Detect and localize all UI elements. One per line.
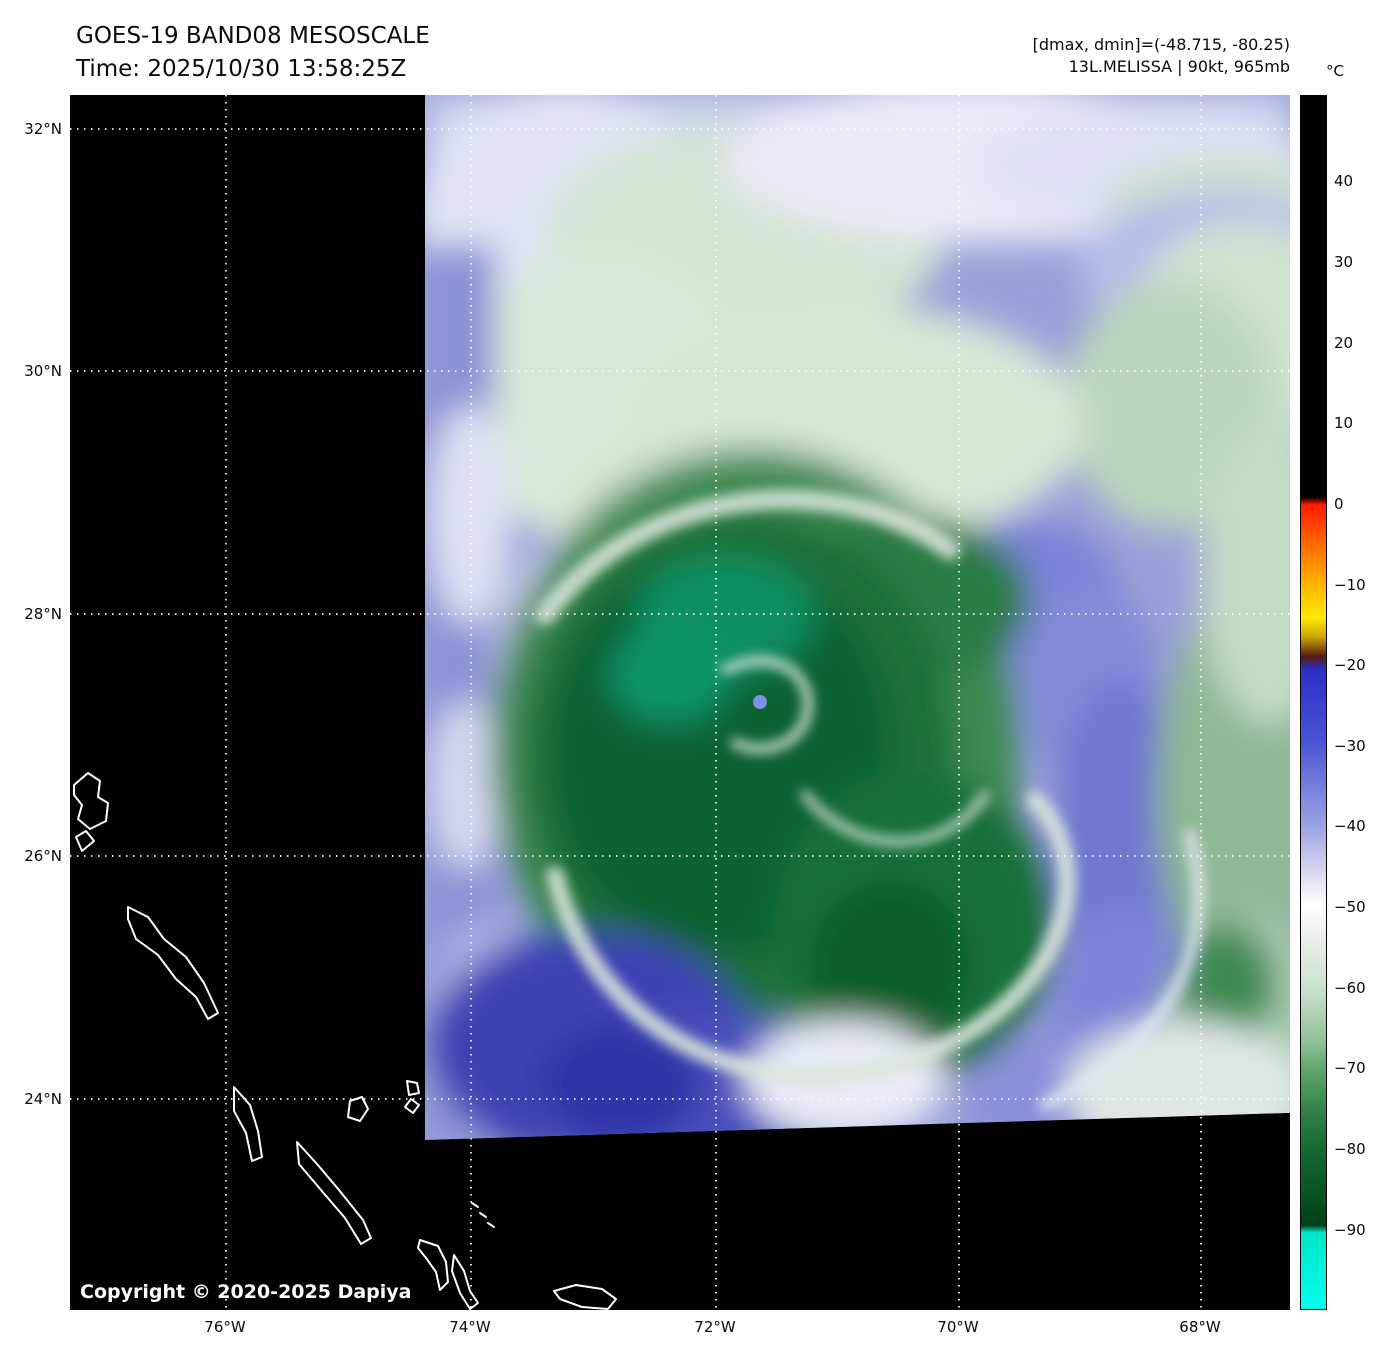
gridline-72w — [715, 95, 717, 1310]
storm-info: 13L.MELISSA | 90kt, 965mb — [1068, 57, 1290, 76]
satellite-swath — [425, 95, 1290, 1140]
colorbar-unit-label: °C — [1326, 62, 1344, 80]
product-title: GOES-19 BAND08 MESOSCALE — [76, 23, 430, 49]
colorbar-tick-10: 10 — [1334, 414, 1354, 432]
gridline-24n — [70, 1098, 1290, 1100]
lon-label-70w: 70°W — [937, 1318, 979, 1336]
gridline-74w — [470, 95, 472, 1310]
lon-label-74w: 74°W — [449, 1318, 491, 1336]
lat-label-26n: 26°N — [24, 847, 62, 865]
lat-label-24n: 24°N — [24, 1090, 62, 1108]
copyright-notice: Copyright © 2020-2025 Dapiya — [80, 1281, 412, 1303]
gridline-30n — [70, 370, 1290, 372]
map-canvas: Copyright © 2020-2025 Dapiya — [70, 95, 1290, 1310]
header-title-block: GOES-19 BAND08 MESOSCALE Time: 2025/10/3… — [76, 20, 430, 86]
colorbar-tick-m30: −30 — [1334, 737, 1366, 755]
gridline-76w — [225, 95, 227, 1310]
lat-label-32n: 32°N — [24, 120, 62, 138]
colorbar-tick-30: 30 — [1334, 253, 1354, 271]
gridline-68w — [1200, 95, 1202, 1310]
colorbar — [1300, 95, 1327, 1310]
colorbar-tick-m70: −70 — [1334, 1059, 1366, 1077]
colorbar-tick-m90: −90 — [1334, 1221, 1366, 1239]
colorbar-tick-m80: −80 — [1334, 1140, 1366, 1158]
colorbar-tick-m40: −40 — [1334, 817, 1366, 835]
colorbar-tick-0: 0 — [1334, 495, 1344, 513]
colorbar-tick-m60: −60 — [1334, 979, 1366, 997]
gridline-26n — [70, 855, 1290, 857]
colorbar-tick-m20: −20 — [1334, 656, 1366, 674]
lat-label-28n: 28°N — [24, 605, 62, 623]
colorbar-tick-20: 20 — [1334, 334, 1354, 352]
colorbar-tick-m50: −50 — [1334, 898, 1366, 916]
satellite-imagery — [425, 95, 1290, 1140]
gridline-32n — [70, 128, 1290, 130]
gridline-28n — [70, 613, 1290, 615]
lat-label-30n: 30°N — [24, 362, 62, 380]
gridline-70w — [958, 95, 960, 1310]
timestamp: Time: 2025/10/30 13:58:25Z — [76, 56, 407, 82]
lon-label-76w: 76°W — [204, 1318, 246, 1336]
colorbar-tick-m10: −10 — [1334, 576, 1366, 594]
header-info-block: [dmax, dmin]=(-48.715, -80.25) 13L.MELIS… — [1033, 34, 1290, 78]
colorbar-tick-40: 40 — [1334, 172, 1354, 190]
lon-label-72w: 72°W — [694, 1318, 736, 1336]
lon-label-68w: 68°W — [1179, 1318, 1221, 1336]
dmax-dmin-readout: [dmax, dmin]=(-48.715, -80.25) — [1032, 35, 1290, 54]
hurricane-eye — [753, 695, 767, 709]
coastlines — [73, 772, 617, 1310]
